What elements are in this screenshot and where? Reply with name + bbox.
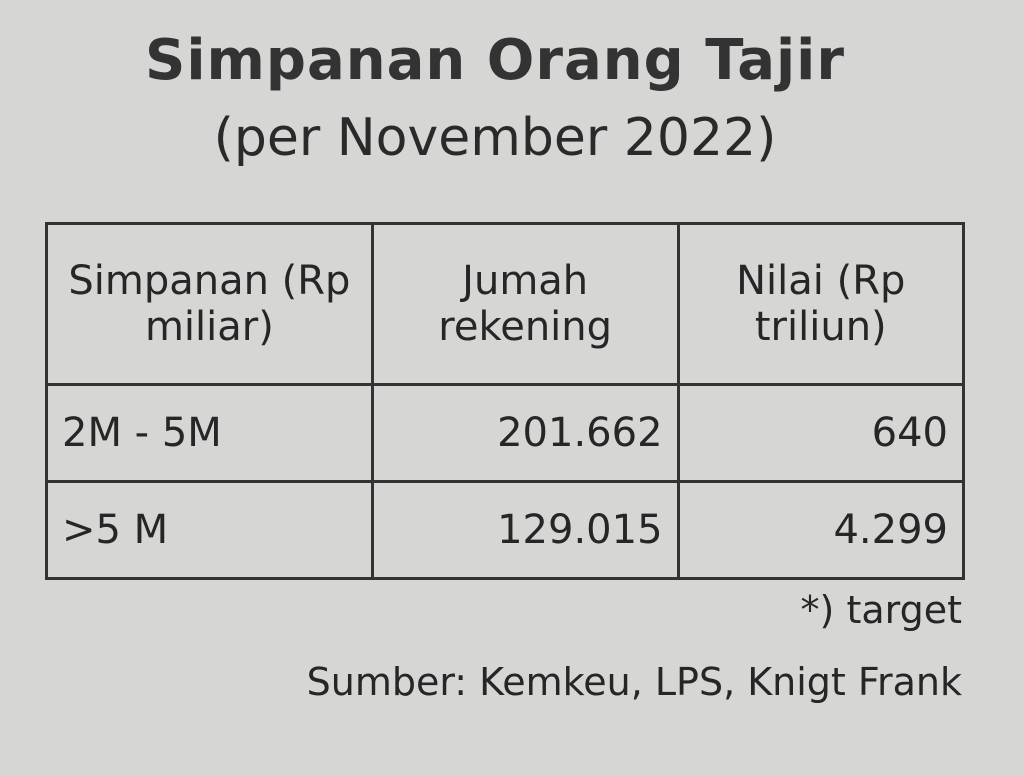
column-header: Nilai (Rp triliun) (676, 222, 966, 386)
note: *) target (800, 588, 962, 632)
table: Simpanan (Rp miliar) Jumah rekening Nilai … (45, 222, 966, 580)
column-header: Jumah rekening (370, 222, 680, 386)
table-head: Simpanan (Rp miliar) Jumah rekening Nilai … (45, 222, 966, 386)
table-cell: 2M - 5M (45, 383, 374, 483)
title: Simpanan Orang Tajir (144, 28, 845, 93)
header-row: Simpanan (Rp miliar) Jumah rekening Nilai … (45, 222, 966, 386)
table-cell: 640 (676, 383, 966, 483)
subtitle: (per November 2022) (213, 108, 777, 168)
table-cell: 4.299 (676, 480, 966, 580)
source: Sumber: Kemkeu, LPS, Knigt Frank (306, 660, 962, 704)
table-cell: 129.015 (370, 480, 680, 580)
table-row: >5 M 129.015 4.299 (45, 480, 966, 580)
column-header: Simpanan (Rp miliar) (45, 222, 374, 386)
table-row: 2M - 5M 201.662 640 (45, 383, 966, 483)
table-cell: 201.662 (370, 383, 680, 483)
table-cell: >5 M (45, 480, 374, 580)
table-body: 2M - 5M 201.662 640 >5 M 129.015 4.299 (45, 383, 966, 580)
